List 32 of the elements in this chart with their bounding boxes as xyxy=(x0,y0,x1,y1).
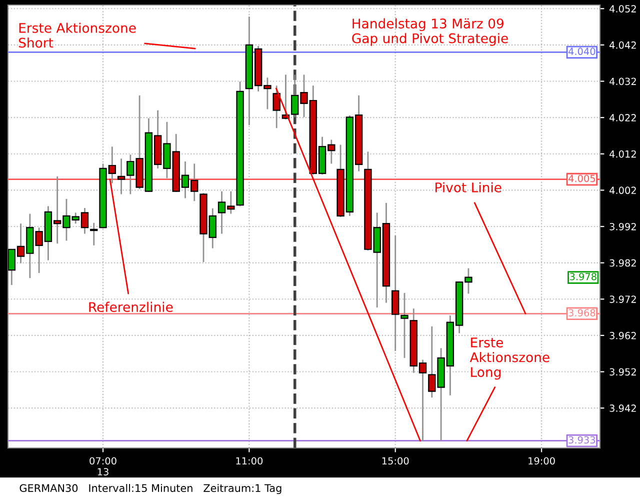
candlestick xyxy=(272,84,280,129)
y-tick-label: 4.002 xyxy=(610,186,636,194)
x-tick-label: 19:00 xyxy=(528,457,555,465)
text: GERMAN30 Intervall:15 Minuten Zeitraum:1 Tag xyxy=(20,484,282,494)
candlestick xyxy=(392,234,400,352)
y-tick-label: 4.022 xyxy=(610,114,636,122)
x-tick-label: 15:00 xyxy=(382,457,409,465)
y-tick-label: 4.032 xyxy=(610,78,636,86)
annotation: Pivot Linie xyxy=(436,182,502,192)
annotation: Erste Aktionszone Short xyxy=(18,22,136,48)
candlestick xyxy=(400,292,408,359)
candlestick xyxy=(117,158,126,195)
x-tick-label: 11:00 xyxy=(236,457,263,465)
y-tick-label: 3.982 xyxy=(610,259,636,267)
annotation: Erste Aktionszone Long xyxy=(470,338,550,380)
text: Handelstag 13 März 09 Gap und Pivot Strategie xyxy=(352,18,508,46)
y-tick-label: 3.992 xyxy=(610,222,636,230)
annotation: Referenzlinie xyxy=(89,302,173,312)
y-tick-label: 4.012 xyxy=(610,150,636,158)
y-tick-label: 4.042 xyxy=(610,41,636,49)
ref-line-label: 4.040 xyxy=(568,48,596,56)
y-tick-label: 4.052 xyxy=(610,5,636,12)
y-tick-label: 3.942 xyxy=(610,404,636,412)
y-tick-label: 3.952 xyxy=(610,368,636,376)
y-tick-label: 3.962 xyxy=(610,332,636,340)
y-tick-label: 3.972 xyxy=(610,296,636,303)
annotation: 3.978 xyxy=(570,272,596,280)
ref-line-label: 3.968 xyxy=(568,309,596,316)
ref-line-label: 4.005 xyxy=(568,174,595,182)
ref-line-label: 3.933 xyxy=(568,436,596,444)
x-tick-label: 07:00 13 xyxy=(90,457,116,476)
candlestick xyxy=(90,222,98,246)
